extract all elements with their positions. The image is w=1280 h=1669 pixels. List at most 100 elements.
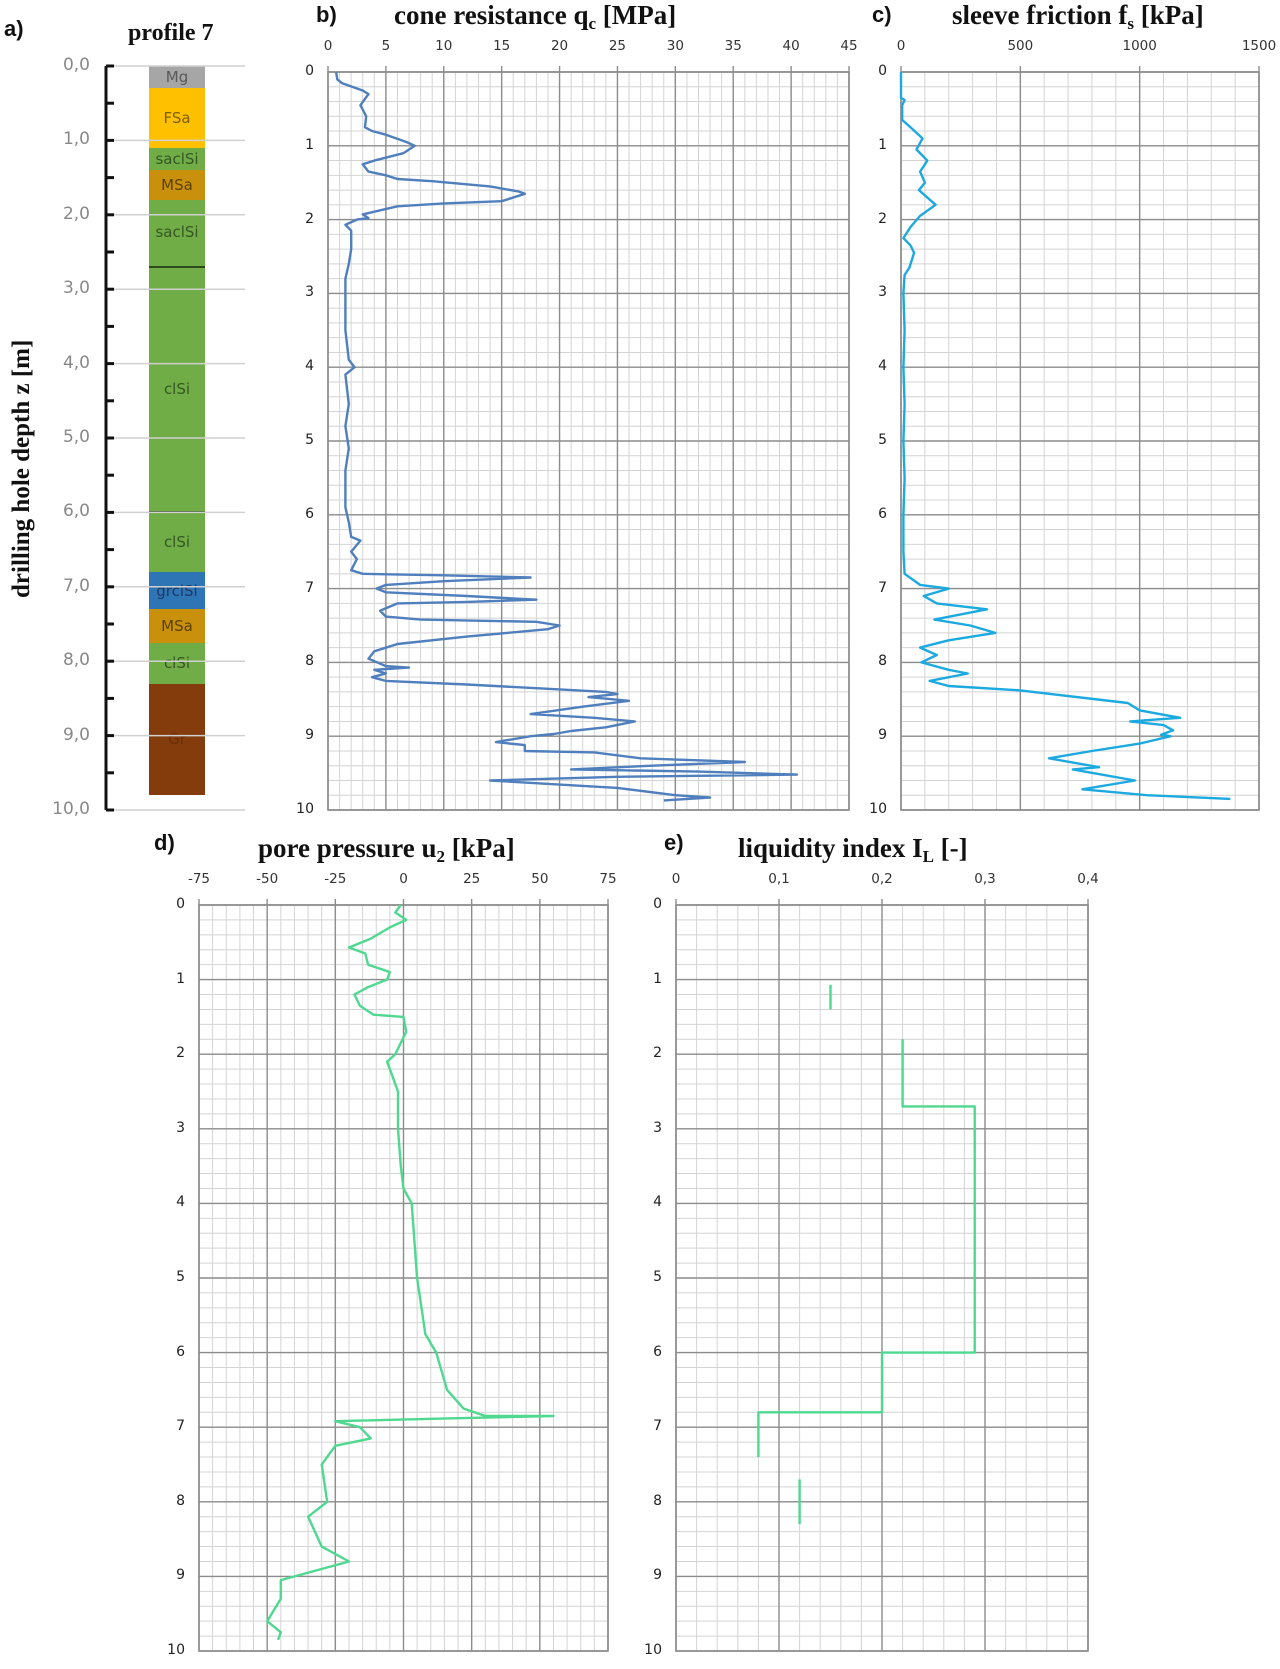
title-unit: [kPa] xyxy=(445,833,515,863)
chart-title-u2: pore pressure u2 [kPa] xyxy=(258,833,515,867)
soil-layer-saclSi: saclSi xyxy=(149,199,205,267)
y-tick-label: 4 xyxy=(653,1194,662,1211)
soil-layer-Gr: Gr xyxy=(149,683,205,796)
depth-tick-label: 6,0 xyxy=(62,501,90,522)
x-tick-label: 45 xyxy=(840,38,858,54)
y-tick-label: 5 xyxy=(653,1269,662,1285)
soil-layer-label: MSa xyxy=(161,616,193,635)
panel-letter-d: d) xyxy=(154,830,175,855)
y-tick-label: 0 xyxy=(305,63,314,79)
title-subscript: s xyxy=(1127,14,1135,33)
profile-title: profile 7 xyxy=(128,20,214,46)
y-tick-label: 8 xyxy=(305,653,314,670)
x-tick-label: 0,3 xyxy=(974,871,996,887)
chart-e xyxy=(675,899,1089,1652)
x-tick-label: 25 xyxy=(608,38,627,54)
y-tick-label: 3 xyxy=(653,1119,662,1136)
soil-layer-label: clSi xyxy=(163,533,191,552)
soil-layer-MSa: MSa xyxy=(149,170,205,200)
y-tick-label: 3 xyxy=(305,284,314,301)
y-tick-label: 10 xyxy=(644,1642,662,1658)
soil-layer-clSi: clSi xyxy=(149,642,205,684)
y-tick-label: 10 xyxy=(869,801,887,817)
depth-tick-label: 0,0 xyxy=(62,55,90,75)
y-tick-label: 7 xyxy=(653,1418,662,1435)
x-tick-label: 1000 xyxy=(1122,38,1157,54)
x-tick-label: -50 xyxy=(256,871,279,887)
y-tick-label: 8 xyxy=(878,653,887,670)
y-tick-label: 0 xyxy=(176,896,185,912)
y-tick-label: 9 xyxy=(176,1567,185,1584)
chart-title-fs: sleeve friction fs [kPa] xyxy=(952,0,1204,34)
x-tick-label: 0 xyxy=(399,871,408,887)
title-unit: [MPa] xyxy=(596,0,677,30)
y-tick-label: 5 xyxy=(305,432,314,448)
depth-tick-label: 3,0 xyxy=(62,278,90,299)
depth-tick-label: 7,0 xyxy=(62,575,90,596)
x-tick-label: 0 xyxy=(671,871,681,887)
soil-layer-label: clSi xyxy=(163,654,191,673)
y-tick-label: 2 xyxy=(878,210,887,227)
chart-c xyxy=(899,66,1260,811)
chart-b xyxy=(327,66,850,811)
soil-layer-label: Mg xyxy=(165,68,189,87)
x-tick-label: -25 xyxy=(324,871,347,887)
layer-boundary-line xyxy=(149,265,205,268)
x-tick-label: 1500 xyxy=(1241,38,1277,54)
y-tick-label: 1 xyxy=(176,970,185,987)
y-tick-label: 10 xyxy=(167,1642,185,1658)
y-tick-label: 8 xyxy=(653,1492,662,1509)
soil-layer-label: clSi xyxy=(163,379,191,398)
data-line xyxy=(266,904,555,1641)
title-text: pore pressure u xyxy=(258,833,437,863)
soil-layer-clSi: clSi xyxy=(149,266,205,513)
x-tick-label: 0 xyxy=(323,38,333,54)
y-tick-label: 6 xyxy=(305,505,314,522)
x-tick-label: 5 xyxy=(381,38,391,54)
x-tick-label: 20 xyxy=(550,38,569,54)
panel-letter-a: a) xyxy=(4,16,24,41)
title-subscript: L xyxy=(922,847,934,866)
soil-layer-MSa: MSa xyxy=(149,609,205,643)
data-line xyxy=(899,72,1231,801)
x-tick-label: 30 xyxy=(666,38,684,54)
y-tick-label: 8 xyxy=(176,1492,185,1509)
soil-layer-label: saclSi xyxy=(155,149,199,168)
y-tick-label: 4 xyxy=(176,1194,185,1211)
panel-letter-e: e) xyxy=(664,830,684,855)
soil-layer-label: Gr xyxy=(168,730,186,749)
depth-tick-label: 10,0 xyxy=(52,799,90,819)
chart-d xyxy=(198,899,609,1652)
y-tick-label: 3 xyxy=(176,1119,185,1136)
title-text: cone resistance q xyxy=(394,0,589,30)
y-tick-label: 6 xyxy=(653,1343,662,1360)
y-tick-label: 1 xyxy=(878,136,887,153)
x-tick-label: 75 xyxy=(599,871,617,887)
x-tick-label: 0,2 xyxy=(871,871,893,887)
y-tick-label: 7 xyxy=(878,579,887,596)
y-tick-label: 2 xyxy=(305,210,314,227)
y-tick-label: 7 xyxy=(305,579,314,596)
title-subscript: 2 xyxy=(436,847,446,866)
y-tick-label: 3 xyxy=(878,284,887,301)
y-tick-label: 0 xyxy=(878,63,887,79)
depth-tick-label: 2,0 xyxy=(62,203,90,224)
x-tick-label: 0,1 xyxy=(768,871,790,887)
soil-profile-column: Mg FSa saclSi MSa saclSi clSi clSi grclSi MSa clS… xyxy=(149,66,205,801)
title-text: sleeve friction f xyxy=(952,0,1128,30)
y-tick-label: 6 xyxy=(176,1343,185,1360)
y-tick-label: 2 xyxy=(176,1045,185,1062)
soil-layer-Mg: Mg xyxy=(149,66,205,89)
y-tick-label: 7 xyxy=(176,1418,185,1435)
soil-layer-label: grclSi xyxy=(156,581,198,600)
soil-layer-grclSi: grclSi xyxy=(149,571,205,610)
y-tick-label: 5 xyxy=(176,1269,185,1285)
x-tick-label: 0,4 xyxy=(1077,871,1099,887)
data-line xyxy=(757,1039,976,1457)
soil-layer-FSa: FSa xyxy=(149,88,205,148)
y-tick-label: 6 xyxy=(878,505,887,522)
y-tick-label: 4 xyxy=(878,358,887,375)
x-tick-label: 50 xyxy=(531,871,549,887)
y-tick-label: 0 xyxy=(653,896,662,912)
